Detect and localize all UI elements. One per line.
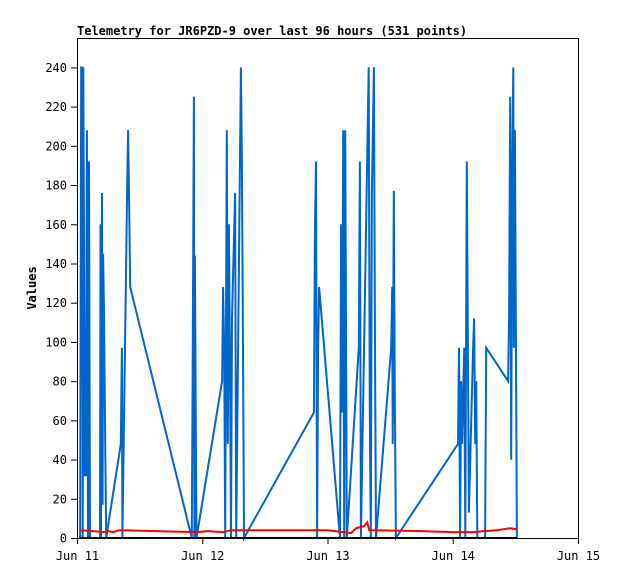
y-tick-label: 180 — [45, 179, 67, 193]
y-tick-label: 240 — [45, 61, 67, 75]
y-tick-label: 200 — [45, 139, 67, 153]
y-tick-label: 80 — [53, 375, 67, 389]
series-line-0 — [79, 66, 518, 542]
y-tick-label: 120 — [45, 296, 67, 310]
y-tick-label: 20 — [53, 492, 67, 506]
plot-frame — [77, 38, 579, 539]
y-tick-label: 100 — [45, 335, 67, 349]
y-tick-label: 60 — [53, 414, 67, 428]
y-axis-label: Values — [25, 266, 39, 309]
series-line-1 — [80, 520, 518, 535]
y-tick-label: 0 — [60, 532, 67, 546]
chart-title: Telemetry for JR6PZD-9 over last 96 hour… — [77, 24, 467, 38]
x-tick-label: Jun 13 — [306, 549, 349, 563]
x-axis: Jun 11 Jun 12 Jun 13 Jun 14 Jun 15 — [56, 538, 600, 563]
x-tick-label: Jun 14 — [432, 549, 475, 563]
x-tick-label: Jun 12 — [181, 549, 224, 563]
y-tick-label: 160 — [45, 218, 67, 232]
x-tick-label: Jun 11 — [56, 549, 99, 563]
y-tick-label: 220 — [45, 100, 67, 114]
y-tick-label: 40 — [53, 453, 67, 467]
y-axis: 0 20 40 60 80 100 120 140 160 180 200 220 240 — [45, 61, 77, 546]
x-tick-label: Jun 15 — [557, 549, 600, 563]
y-tick-label: 140 — [45, 257, 67, 271]
series-layer — [79, 66, 518, 542]
